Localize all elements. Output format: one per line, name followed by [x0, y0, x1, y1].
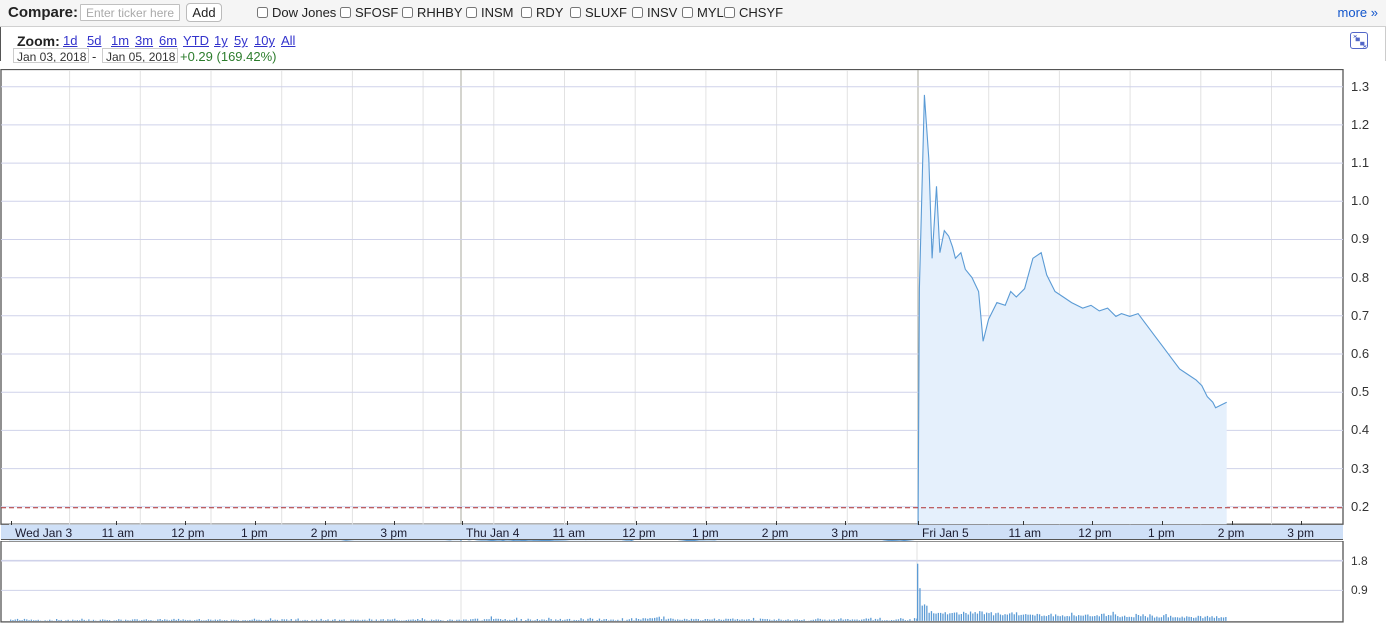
svg-text:1.2: 1.2	[1351, 117, 1369, 132]
svg-text:0.9: 0.9	[1351, 231, 1369, 246]
svg-text:0.7: 0.7	[1351, 308, 1369, 323]
svg-text:0.5: 0.5	[1351, 384, 1369, 399]
svg-text:1.3: 1.3	[1351, 79, 1369, 94]
svg-text:0.6: 0.6	[1351, 346, 1369, 361]
svg-text:0.8: 0.8	[1351, 270, 1369, 285]
svg-text:1.0: 1.0	[1351, 193, 1369, 208]
svg-text:0.9: 0.9	[1351, 583, 1368, 597]
svg-text:1.8: 1.8	[1351, 554, 1368, 568]
svg-text:0.2: 0.2	[1351, 499, 1369, 514]
svg-text:0.4: 0.4	[1351, 422, 1369, 437]
svg-text:0.3: 0.3	[1351, 461, 1369, 476]
svg-text:1.1: 1.1	[1351, 155, 1369, 170]
